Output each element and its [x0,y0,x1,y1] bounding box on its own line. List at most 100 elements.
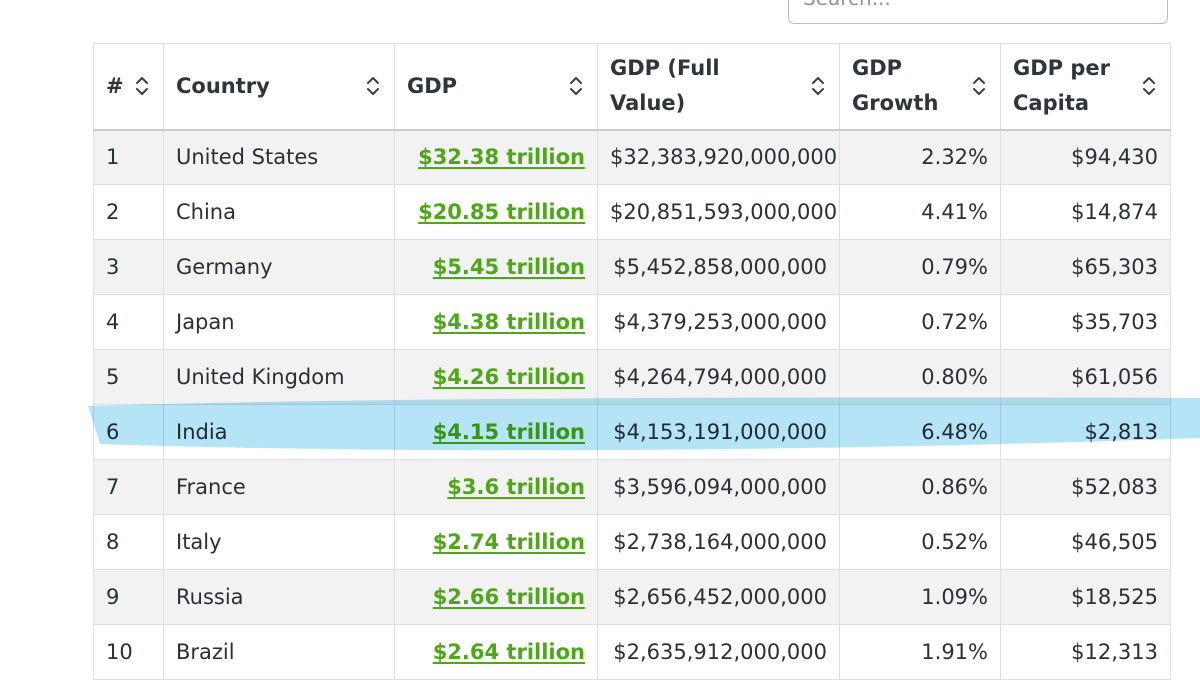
country-cell: India [163,404,395,460]
country-cell: United Kingdom [163,349,395,405]
table-row: 4 Japan $4.38 trillion $4,379,253,000,000 0.… [93,294,1171,350]
sort-icon[interactable] [811,76,825,96]
rank-cell: 10 [93,624,164,680]
table-row: 3 Germany $5.45 trillion $5,452,858,000,000… [93,239,1171,295]
gdp-link[interactable]: $2.74 trillion [432,530,585,554]
country-cell: Japan [163,294,395,350]
header-label: GDP per Capita [1013,56,1111,116]
rank-cell: 8 [93,514,164,570]
table-body: 1 United States $32.38 trillion $32,383,920… [93,129,1171,680]
country-cell: Italy [163,514,395,570]
rank-cell: 4 [93,294,164,350]
gdp-per-capita-cell: $65,303 [1000,239,1171,295]
header-label: GDP [407,73,458,98]
country-cell: Brazil [163,624,395,680]
rank-cell: 9 [93,569,164,625]
gdp-growth-cell: 1.09% [839,569,1001,625]
gdp-link[interactable]: $20.85 trillion [418,200,585,224]
sort-icon[interactable] [1142,76,1156,96]
gdp-growth-cell: 0.72% [839,294,1001,350]
sort-icon[interactable] [366,76,380,96]
gdp-growth-cell: 0.86% [839,459,1001,515]
gdp-link[interactable]: $2.66 trillion [432,585,585,609]
gdp-per-capita-cell: $14,874 [1000,184,1171,240]
gdp-cell: $2.64 trillion [394,624,598,680]
rank-cell: 1 [93,129,164,185]
table-row: 6 India $4.15 trillion $4,153,191,000,000 6.… [93,404,1171,460]
table-row: 9 Russia $2.66 trillion $2,656,452,000,000 1… [93,569,1171,625]
gdp-cell: $32.38 trillion [394,129,598,185]
gdp-per-capita-cell: $46,505 [1000,514,1171,570]
gdp-growth-cell: 2.32% [839,129,1001,185]
country-cell: Germany [163,239,395,295]
gdp-per-capita-cell: $35,703 [1000,294,1171,350]
gdp-link[interactable]: $4.15 trillion [432,420,585,444]
sort-icon[interactable] [135,76,149,96]
rank-cell: 7 [93,459,164,515]
table-row: 8 Italy $2.74 trillion $2,738,164,000,000 0.… [93,514,1171,570]
gdp-growth-cell: 1.91% [839,624,1001,680]
table-header: # Country GDP GDP (Full Value) GDP Growth GDP… [93,43,1171,131]
gdp-table: # Country GDP GDP (Full Value) GDP Growth GDP… [93,43,1171,680]
gdp-full-header[interactable]: GDP (Full Value) [597,43,840,131]
gdp-link[interactable]: $5.45 trillion [432,255,585,279]
gdp-growth-cell: 0.80% [839,349,1001,405]
gdp-full-cell: $5,452,858,000,000 [597,239,840,295]
country-cell: China [163,184,395,240]
gdp-per-capita-cell: $2,813 [1000,404,1171,460]
gdp-growth-cell: 0.79% [839,239,1001,295]
gdp-growth-cell: 6.48% [839,404,1001,460]
gdp-per-capita-cell: $12,313 [1000,624,1171,680]
table-row: 7 France $3.6 trillion $3,596,094,000,000 0.… [93,459,1171,515]
gdp-link[interactable]: $4.38 trillion [432,310,585,334]
rank-cell: 5 [93,349,164,405]
gdp-growth-cell: 4.41% [839,184,1001,240]
country-cell: Russia [163,569,395,625]
gdp-cell: $2.66 trillion [394,569,598,625]
gdp-cell: $3.6 trillion [394,459,598,515]
table-row: 2 China $20.85 trillion $20,851,593,000,000… [93,184,1171,240]
rank-cell: 2 [93,184,164,240]
gdp-full-cell: $32,383,920,000,000 [597,129,840,185]
header-label: GDP Growth [852,56,939,116]
gdp-cell: $4.15 trillion [394,404,598,460]
rank-header[interactable]: # [93,43,164,131]
header-label: # [106,73,124,98]
gdp-per-capita-header[interactable]: GDP per Capita [1000,43,1171,131]
gdp-link[interactable]: $2.64 trillion [432,640,585,664]
gdp-full-cell: $4,153,191,000,000 [597,404,840,460]
gdp-cell: $5.45 trillion [394,239,598,295]
gdp-cell: $4.26 trillion [394,349,598,405]
gdp-full-cell: $4,379,253,000,000 [597,294,840,350]
gdp-growth-header[interactable]: GDP Growth [839,43,1001,131]
gdp-full-cell: $20,851,593,000,000 [597,184,840,240]
table-row: 1 United States $32.38 trillion $32,383,920… [93,129,1171,185]
gdp-header[interactable]: GDP [394,43,598,131]
header-label: Country [176,73,270,98]
gdp-full-cell: $2,656,452,000,000 [597,569,840,625]
search-input[interactable] [788,0,1168,24]
country-cell: France [163,459,395,515]
gdp-cell: $20.85 trillion [394,184,598,240]
gdp-link[interactable]: $3.6 trillion [447,475,585,499]
gdp-per-capita-cell: $52,083 [1000,459,1171,515]
gdp-full-cell: $3,596,094,000,000 [597,459,840,515]
rank-cell: 3 [93,239,164,295]
gdp-per-capita-cell: $94,430 [1000,129,1171,185]
gdp-cell: $4.38 trillion [394,294,598,350]
gdp-link[interactable]: $32.38 trillion [418,145,585,170]
gdp-full-cell: $4,264,794,000,000 [597,349,840,405]
gdp-growth-cell: 0.52% [839,514,1001,570]
gdp-full-cell: $2,738,164,000,000 [597,514,840,570]
country-header[interactable]: Country [163,43,395,131]
sort-icon[interactable] [972,76,986,96]
gdp-per-capita-cell: $18,525 [1000,569,1171,625]
table-row: 10 Brazil $2.64 trillion $2,635,912,000,000… [93,624,1171,680]
gdp-link[interactable]: $4.26 trillion [432,365,585,389]
header-label: GDP (Full Value) [610,56,720,116]
gdp-full-cell: $2,635,912,000,000 [597,624,840,680]
country-cell: United States [163,129,395,185]
gdp-cell: $2.74 trillion [394,514,598,570]
sort-icon[interactable] [569,76,583,96]
table-row: 5 United Kingdom $4.26 trillion $4,264,794,… [93,349,1171,405]
